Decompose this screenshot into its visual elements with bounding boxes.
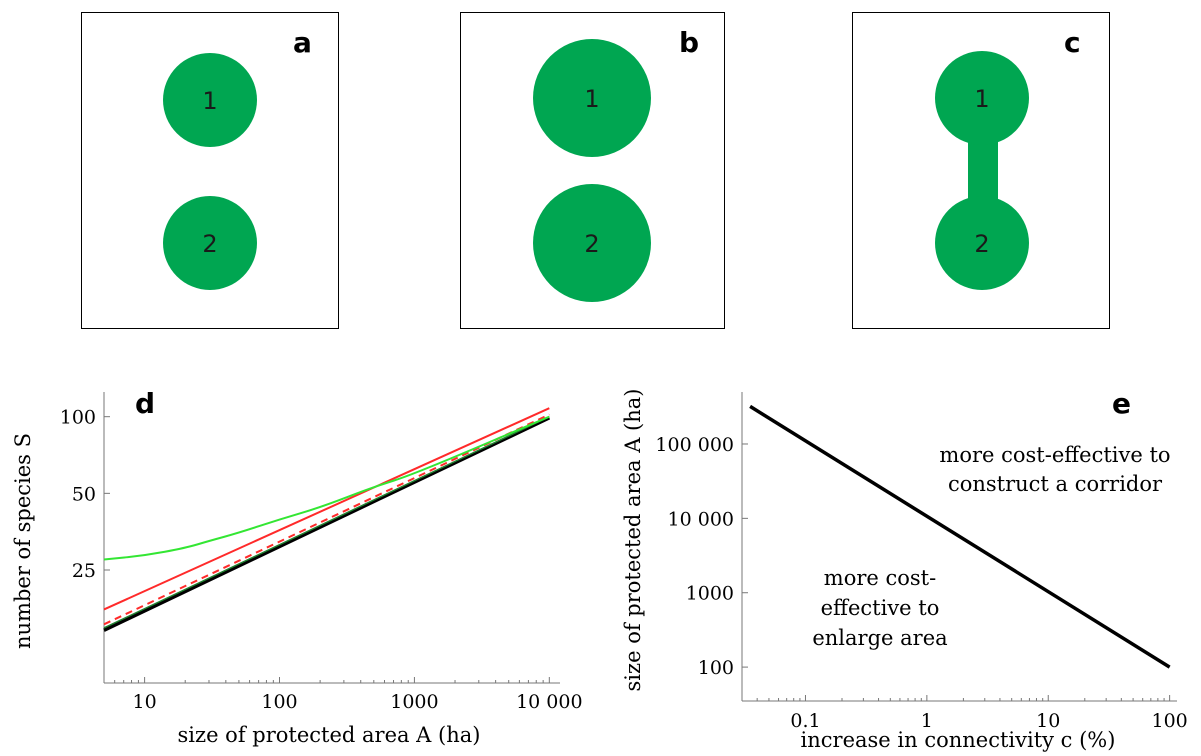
region-label-corridor-line-1: more cost-effective to [939,443,1170,467]
panel-b-letter: b [679,26,699,59]
panel-d-series-line [103,416,551,632]
panel-d-x-tick-label: 1000 [390,691,438,713]
panel-c-letter: c [1064,26,1081,59]
panel-e-y-axis-title: size of protected area A (ha) [621,389,645,692]
patch-2 [935,196,1029,290]
patch-1-label: 1 [202,87,217,115]
panel-a: a 1 2 [81,12,339,329]
panel-d-letter: d [135,387,155,420]
panel-e-x-tick-label: 10 [1036,710,1060,732]
panel-c: c 1 2 [852,12,1110,329]
panel-d-y-axis-title: number of species S [11,433,35,649]
panel-b: b 1 2 [460,12,725,329]
panel-e-series-line [749,404,1171,669]
panel-d-series-line [103,407,550,611]
panel-d-y-tick-label: 25 [72,560,96,582]
panel-d-x-tick-label: 10 000 [516,691,582,713]
panel-d-series-line [103,416,550,629]
panel-d-axes: 10 100 1000 10 000 25 50 100 [60,392,583,713]
patch-2-label: 2 [584,230,599,258]
panel-d-series-line [103,415,550,561]
region-label-corridor-line-2: construct a corridor [948,472,1163,496]
patch-1 [935,51,1029,145]
panel-e-x-axis-title: increase in connectivity c (%) [801,728,1116,752]
panel-a-letter: a [293,26,312,59]
panel-d-series-line [103,413,550,626]
panel-e-letter: e [1112,387,1131,420]
region-label-enlarge-line-1: more cost- [824,566,936,590]
patch-2 [163,196,257,290]
panel-d-x-tick-label: 100 [261,691,297,713]
panel-d-x-tick-label: 10 [133,691,157,713]
panel-e-chart: e 0.1 1 10 100 100 1000 10 000 100 000 more cos… [621,387,1188,752]
patch-2-label: 2 [202,230,217,258]
patch-2-label: 2 [974,230,989,258]
patch-1 [163,53,257,147]
panel-e-y-tick-label: 100 [698,657,734,679]
panel-d-chart: d 10 100 1000 10 000 25 50 100 size of protect… [11,387,583,747]
panel-e-x-tick-label: 0.1 [790,710,820,732]
region-label-enlarge-line-2: effective to [821,596,940,620]
panel-e-y-tick-label: 1000 [686,583,734,605]
panel-d-y-tick-label: 100 [60,407,96,429]
panel-e-x-tick-label: 100 [1151,710,1187,732]
panel-e-y-tick-label: 100 000 [655,434,734,456]
patch-2 [533,184,651,302]
patch-1-label: 1 [584,85,599,113]
panel-d-x-axis-title: size of protected area A (ha) [178,723,481,747]
panel-e-y-tick-label: 10 000 [668,508,734,530]
region-label-enlarge-line-3: enlarge area [812,626,947,650]
panel-e-axes: 0.1 1 10 100 100 1000 10 000 100 000 [655,392,1188,732]
patch-1 [533,39,651,157]
patch-1-label: 1 [974,85,989,113]
panel-e-series [749,404,1171,669]
panel-e-x-tick-label: 1 [921,710,933,732]
panel-d-series [103,407,551,632]
panel-d-y-tick-label: 50 [72,483,96,505]
